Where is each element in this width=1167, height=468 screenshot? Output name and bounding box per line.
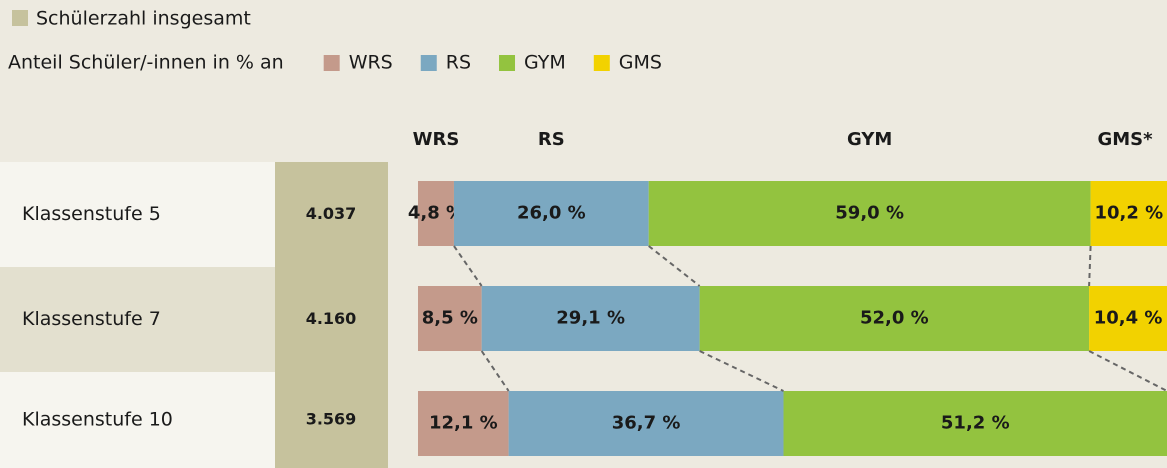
bar-segment — [418, 391, 509, 456]
value-label: 12,1 % — [429, 413, 498, 434]
bar-segment — [1090, 181, 1167, 246]
total-value: 4.160 — [306, 309, 357, 328]
connector — [1088, 245, 1092, 287]
bar-segment — [783, 391, 1167, 456]
row-label: Klassenstufe 5 — [22, 203, 161, 225]
value-label: 8,5 % — [422, 308, 478, 329]
row-label: Klassenstufe 7 — [22, 308, 161, 330]
legend-swatch — [12, 10, 28, 26]
value-label: 36,7 % — [612, 413, 681, 434]
legend-label: GMS — [619, 52, 662, 74]
legend-label: Schülerzahl insgesamt — [36, 8, 251, 30]
legend-label: GYM — [524, 52, 566, 74]
column-header: GMS* — [1097, 129, 1153, 150]
connector — [1088, 350, 1167, 392]
legend-swatch — [323, 55, 340, 71]
column-header: GYM — [847, 129, 892, 150]
connector — [699, 350, 784, 392]
bar-segment — [418, 181, 454, 246]
row-label-cell — [0, 372, 275, 468]
legend-label: RS — [446, 52, 471, 74]
connector — [453, 245, 483, 287]
total-value: 4.037 — [306, 204, 357, 223]
connector — [648, 245, 701, 287]
total-value: 3.569 — [306, 410, 357, 429]
bar-segment — [648, 181, 1091, 246]
value-label: 29,1 % — [556, 308, 625, 329]
legend-swatch — [420, 55, 437, 71]
value-label: 10,2 % — [1094, 203, 1163, 224]
value-label: 52,0 % — [860, 308, 929, 329]
connector — [480, 350, 510, 392]
bar-segment — [1089, 286, 1167, 351]
bar-segment — [699, 286, 1090, 351]
bar-segment — [481, 286, 700, 351]
value-label: 51,2 % — [941, 413, 1010, 434]
column-header: RS — [538, 129, 565, 150]
legend-title: Anteil Schüler/-innen in % an — [8, 52, 284, 74]
bar-segment — [508, 391, 784, 456]
bar-segment — [418, 286, 482, 351]
value-label: 10,4 % — [1094, 308, 1163, 329]
row-label-cell — [0, 267, 275, 372]
row-label: Klassenstufe 10 — [22, 409, 173, 431]
row-label-cell — [0, 162, 275, 267]
totals-column — [275, 162, 388, 468]
bar-segment — [453, 181, 649, 246]
value-label: 4,8 % — [408, 203, 464, 224]
value-label: 26,0 % — [517, 203, 586, 224]
legend-label: WRS — [349, 52, 393, 74]
column-header: WRS — [413, 129, 460, 150]
legend-swatch — [499, 55, 516, 71]
value-label: 59,0 % — [835, 203, 904, 224]
legend-swatch — [593, 55, 610, 71]
